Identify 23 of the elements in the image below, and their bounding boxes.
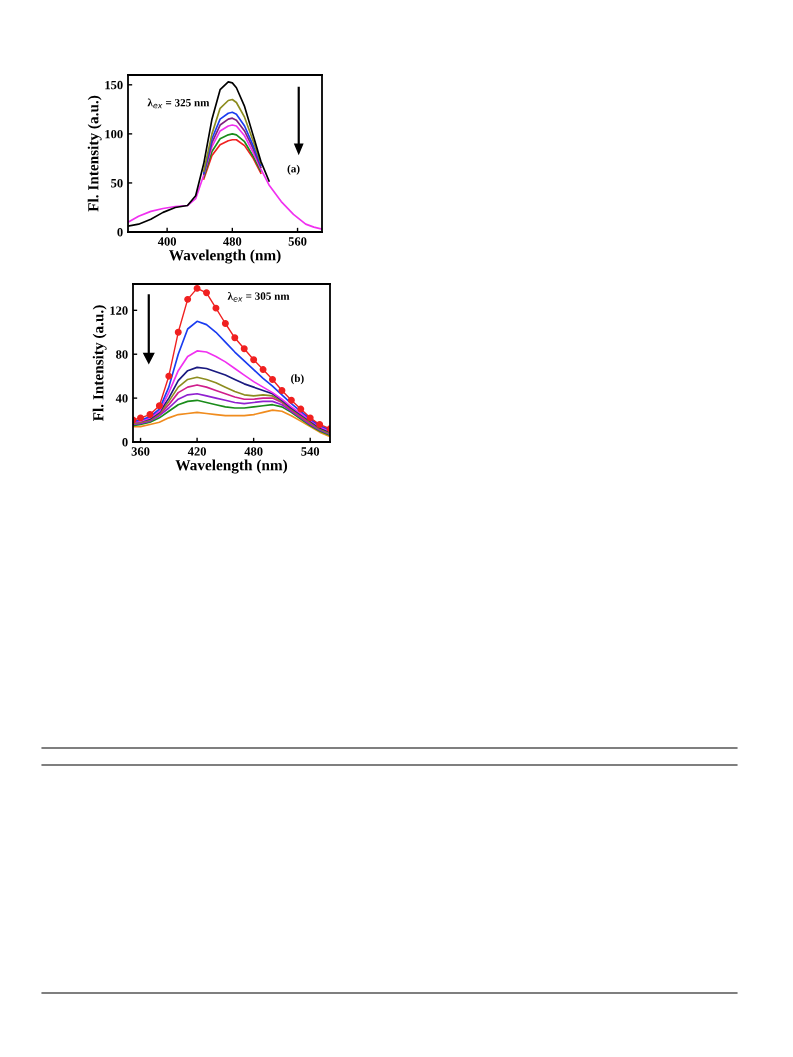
y-tick-label: 100 (105, 129, 123, 139)
y-tick-label: 80 (116, 350, 128, 359)
x-tick-label: 480 (223, 237, 242, 246)
y-tick-label: 40 (115, 394, 128, 403)
annotation: λ$_{ex}$ = 325 nm (147, 98, 210, 109)
annotation: λ$_{ex}$ = 305 nm (227, 291, 290, 302)
y-tick-label: 150 (105, 80, 123, 90)
y-tick-label: 0 (117, 228, 123, 237)
x-tick-label: 480 (244, 447, 263, 456)
y-tick-label: 0 (122, 438, 128, 447)
annotation: (a) (287, 164, 300, 175)
x-tick-label: 400 (157, 237, 177, 246)
x-axis-title: Wavelength (nm) (168, 249, 281, 264)
y-axis-title: Fl. Intensity (a.u.) (92, 305, 107, 422)
y-tick-label: 50 (111, 178, 123, 188)
annotation: (b) (291, 374, 304, 385)
x-axis-title: Wavelength (nm) (175, 459, 288, 474)
y-axis-title: Fl. Intensity (a.u.) (87, 95, 102, 212)
x-tick-label: 420 (187, 447, 206, 456)
x-tick-label: 360 (131, 447, 150, 456)
y-tick-label: 120 (110, 306, 128, 315)
x-tick-label: 560 (288, 237, 307, 246)
x-tick-label: 540 (301, 447, 320, 456)
